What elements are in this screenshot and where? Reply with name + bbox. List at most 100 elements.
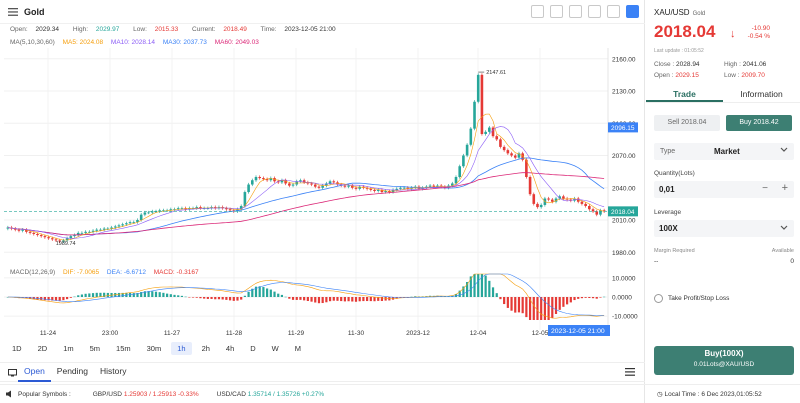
candle-body [384, 190, 387, 193]
ma-legend: MA(5,10,30,60) MA5: 2024.08 MA10: 2028.1… [10, 39, 259, 46]
candle-body [80, 232, 84, 234]
popular-symbols-label: Popular Symbols : [18, 390, 71, 398]
timeframe-1h[interactable]: 1h [171, 342, 192, 355]
plus-icon[interactable]: + [781, 182, 788, 194]
candle-body [484, 131, 487, 134]
candle-body [402, 187, 406, 189]
ticker-gbpusd[interactable]: GBP/USD 1.25903 / 1.25913 -0.33% [92, 390, 199, 398]
candle-body [588, 206, 591, 210]
take-profit-toggle[interactable]: Take Profit/Stop Loss [654, 294, 729, 303]
timeframe-m[interactable]: M [294, 344, 302, 353]
ticker-usdcad[interactable]: USD/CAD 1.35714 / 1.35726 +0.27% [216, 390, 325, 398]
leverage-select[interactable]: 100X [654, 220, 794, 237]
candle-body [247, 184, 250, 193]
price-chart[interactable]: 2160.002130.002100.002070.002040.002010.… [0, 48, 645, 340]
candle-body [117, 225, 121, 227]
macd-bar [484, 275, 487, 297]
trade-panel: XAU/USD Gold 2018.04 ↓ -10.90 -0.54 % Las… [646, 0, 800, 384]
candle-body [525, 159, 528, 177]
candle-body [150, 211, 154, 213]
tab-pending[interactable]: Pending [56, 366, 88, 376]
tab-open[interactable]: Open [18, 362, 51, 382]
submit-buy-button[interactable]: Buy(100X) 0.01Lots@XAU/USD [654, 346, 794, 375]
timeframe-4h[interactable]: 4h [225, 344, 235, 353]
radio-icon[interactable] [654, 294, 663, 303]
macd-bar [80, 294, 84, 297]
margin-values: -- 0 [654, 258, 794, 265]
macd-bar [325, 297, 328, 303]
local-time: ◷ Local Time : 6 Dec 2023,01:05:52 [657, 391, 762, 398]
macd-bar [517, 297, 521, 313]
macd-bar [288, 297, 291, 299]
refresh-icon[interactable] [531, 5, 544, 18]
candle-body [506, 150, 510, 154]
candle-body [269, 178, 273, 181]
list-icon[interactable] [625, 368, 635, 378]
image-icon[interactable] [588, 5, 601, 18]
macd-bar [340, 297, 343, 302]
candle-body [76, 232, 80, 236]
quantity-stepper[interactable]: 0,01 − + [654, 181, 794, 198]
candle-body [180, 208, 184, 209]
tab-trade[interactable]: Trade [646, 86, 723, 102]
timeframe-2h[interactable]: 2h [201, 344, 210, 353]
candle-body [502, 146, 506, 151]
timeframe-w[interactable]: W [271, 344, 279, 353]
macd-bar [358, 297, 361, 302]
macd-bar [532, 297, 535, 320]
macd-bar [488, 280, 491, 297]
macd-bar [503, 297, 506, 305]
candle-body [462, 155, 465, 167]
timeframe-d[interactable]: D [250, 344, 256, 353]
ma30-line [7, 157, 605, 236]
timeframe-15m[interactable]: 15m [116, 344, 131, 353]
macd-bar [332, 297, 335, 301]
timeframe-2d[interactable]: 2D [37, 344, 48, 353]
crosshair-icon[interactable] [550, 5, 563, 18]
macd-bar [91, 293, 95, 297]
macd-bar [195, 297, 198, 298]
candle-body [228, 209, 232, 211]
menu-icon[interactable] [6, 5, 20, 19]
candle-body [50, 238, 54, 240]
macd-bar [491, 287, 495, 297]
timeframe-5m[interactable]: 5m [89, 344, 101, 353]
candle-body [325, 183, 328, 186]
macd-bar [240, 297, 243, 300]
macd-bar [214, 297, 217, 300]
indicator-icon[interactable] [569, 5, 582, 18]
tab-information[interactable]: Information [740, 89, 783, 99]
macd-bar [143, 291, 146, 297]
timeframe-1d[interactable]: 1D [12, 344, 22, 353]
chevron-down-icon [780, 147, 788, 155]
candle-body [313, 184, 317, 187]
candle-body [547, 198, 550, 200]
macd-bar [317, 297, 321, 304]
candle-body [517, 153, 521, 158]
macd-bar [395, 297, 398, 299]
macd-bar [62, 297, 65, 301]
macd-tick-label: -10.0000 [612, 314, 638, 321]
buy-button[interactable]: Buy 2018.42 [726, 115, 792, 131]
candle-body [513, 155, 517, 158]
macd-bar [103, 292, 106, 297]
tab-history[interactable]: History [100, 366, 127, 376]
macd-bar [495, 293, 498, 297]
x-tick-label: 11-28 [226, 330, 243, 337]
fullscreen-icon[interactable] [626, 5, 639, 18]
macd-bar [591, 297, 595, 299]
timeframe-1m[interactable]: 1m [63, 344, 74, 353]
minus-icon[interactable]: − [762, 183, 768, 194]
candle-body [176, 208, 180, 210]
order-type-select[interactable]: Type Market [654, 143, 794, 160]
timeframe-30m[interactable]: 30m [146, 344, 162, 353]
x-tick-label: 11-27 [164, 330, 181, 337]
macd-bar [266, 288, 269, 297]
macd-bar [121, 292, 124, 297]
candle-body [276, 181, 280, 183]
settings-icon[interactable] [607, 5, 620, 18]
sell-button[interactable]: Sell 2018.04 [654, 115, 720, 131]
macd-bar [136, 293, 139, 297]
candle-body [13, 228, 17, 230]
macd-bar [188, 297, 191, 298]
